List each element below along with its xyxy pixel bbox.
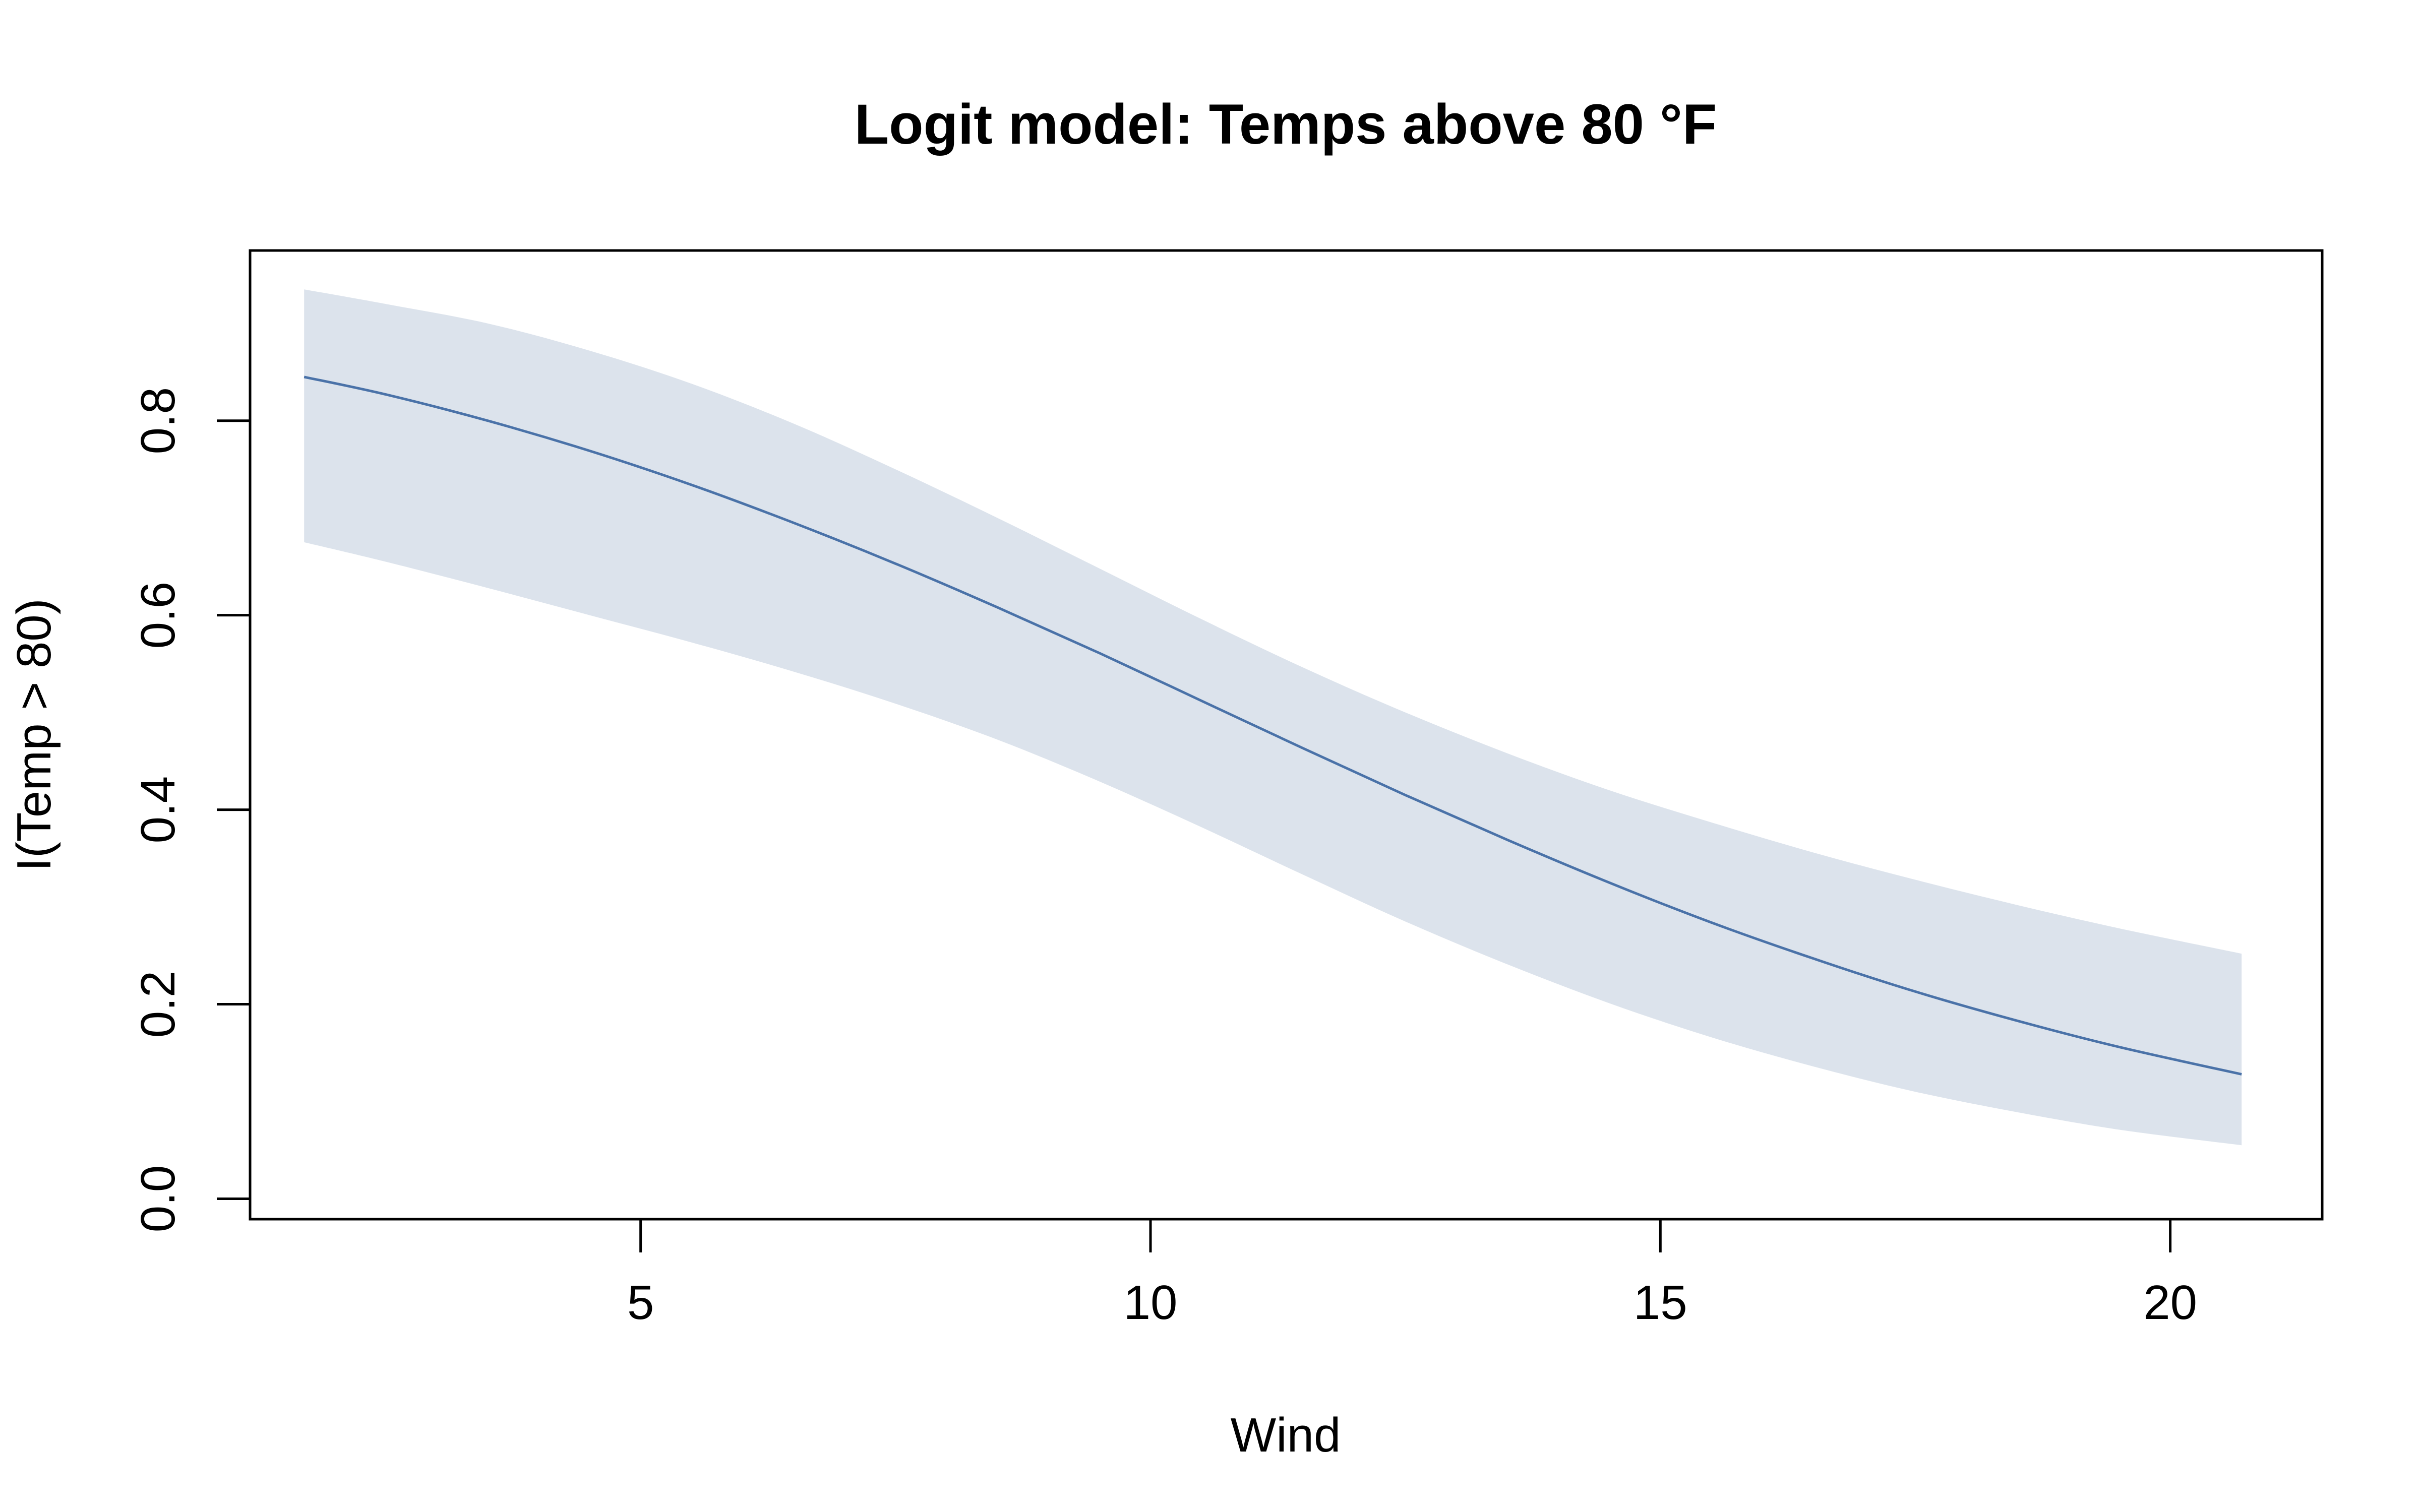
x-tick-label: 15 — [1634, 1276, 1687, 1330]
y-tick-label: 0.4 — [131, 776, 185, 843]
x-tick-label: 20 — [2143, 1276, 2197, 1330]
x-tick-label: 5 — [627, 1276, 654, 1330]
chart-title: Logit model: Temps above 80 °F — [855, 93, 1717, 156]
x-tick-label: 10 — [1124, 1276, 1178, 1330]
plot-frame — [249, 249, 2324, 1221]
y-tick-label: 0.8 — [131, 387, 185, 454]
x-axis: 5 10 15 20 — [627, 1219, 2197, 1330]
confidence-band — [304, 289, 2242, 1146]
y-axis-label: I(Temp > 80) — [7, 598, 61, 871]
plot-area — [304, 289, 2242, 1146]
y-axis: 0.0 0.2 0.4 0.6 0.8 — [131, 387, 250, 1232]
x-axis-label: Wind — [1231, 1408, 1341, 1462]
y-tick-label: 0.0 — [131, 1165, 185, 1232]
y-tick-label: 0.6 — [131, 582, 185, 649]
fitted-line — [304, 375, 2242, 1076]
y-tick-label: 0.2 — [131, 971, 185, 1038]
